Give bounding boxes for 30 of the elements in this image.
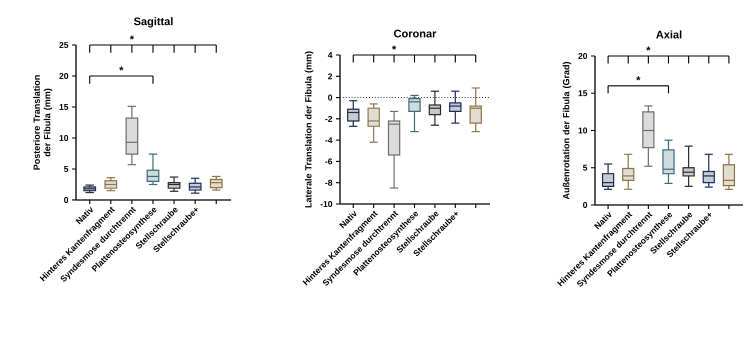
y-tick-label: -6 (325, 158, 332, 164)
y-tick-label: -4 (325, 137, 332, 144)
y-tick-label: 0 (328, 94, 332, 101)
y-tick-label: 0 (64, 196, 68, 203)
y-tick-label: 5 (583, 164, 588, 171)
y-axis-title: Posteriore Translation der Fibula (mm) (33, 75, 52, 170)
y-tick-label: 0 (583, 202, 588, 208)
annotation: * (119, 66, 124, 71)
text: * (392, 45, 396, 50)
y-tick-label: 4 (328, 52, 332, 58)
y-tick-label: 15 (578, 90, 588, 96)
y-tick-label: 15 (60, 104, 68, 110)
y-tick-label: -2 (325, 116, 332, 122)
y-tick-label: 5 (64, 166, 68, 172)
y-tick-label: -8 (325, 180, 332, 186)
text: * (646, 46, 650, 51)
chart-title: Axial (656, 30, 682, 38)
y-tick-label: 25 (59, 42, 68, 48)
chart-title: Coronar (394, 30, 436, 38)
y-tick-label: 2 (328, 73, 332, 80)
y-axis-title: Laterale Translation der Fibula (mm) (304, 51, 314, 208)
y-tick-label: -10 (320, 200, 332, 207)
y-tick-label: 10 (578, 127, 588, 134)
y-axis-title: Außenrotation der Fibula (Grad) (562, 62, 572, 200)
y-tick-label: 10 (60, 134, 68, 141)
chart-title: Sagittal (134, 17, 173, 28)
y-tick-label: 20 (578, 52, 588, 59)
annotation: * (636, 76, 640, 80)
y-tick-label: 20 (59, 72, 68, 79)
text: * (130, 35, 134, 40)
